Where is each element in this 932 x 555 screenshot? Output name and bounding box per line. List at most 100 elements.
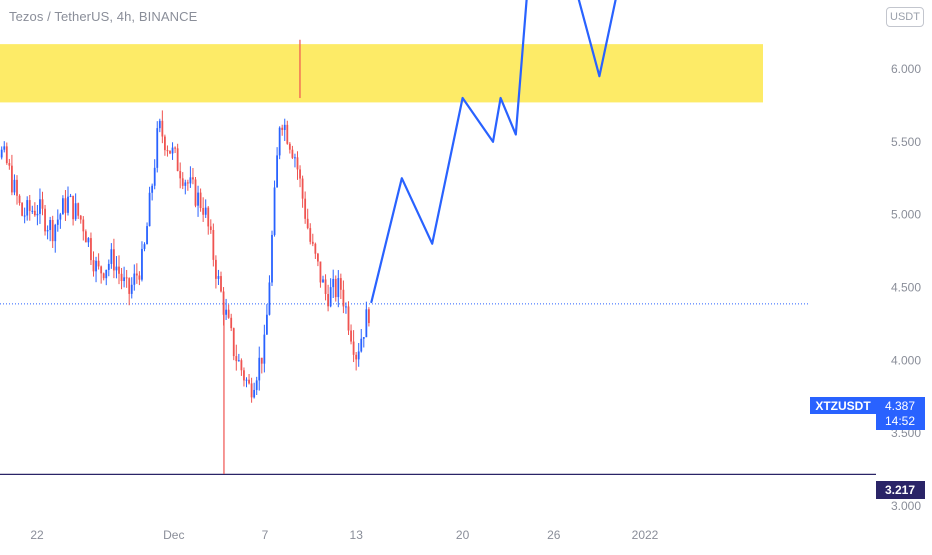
candle-body — [215, 260, 217, 279]
candle-body — [258, 358, 260, 381]
candle-body — [353, 342, 355, 355]
candle-body — [98, 261, 100, 267]
candle-body — [67, 197, 69, 213]
candle-body — [302, 179, 304, 199]
candle-body — [161, 121, 163, 137]
candle-body — [54, 225, 56, 241]
candle-body — [159, 121, 161, 128]
candle-body — [52, 220, 54, 241]
candle-body — [327, 294, 329, 306]
candle-body — [65, 198, 67, 213]
candle-body — [276, 155, 278, 187]
candle-body — [233, 328, 235, 356]
candle-body — [192, 177, 194, 179]
candle-body — [169, 151, 171, 154]
candle-body — [294, 157, 296, 158]
candle-body — [256, 380, 258, 390]
candle-body — [325, 279, 327, 294]
candle-body — [144, 244, 146, 249]
candle-body — [207, 208, 209, 227]
candle-body — [261, 358, 263, 364]
candle-body — [212, 230, 214, 260]
candle-body — [348, 306, 350, 330]
candle-body — [187, 182, 189, 183]
candle-body — [80, 216, 82, 220]
candle-body — [118, 267, 120, 274]
candle-body — [26, 200, 28, 215]
candle-body — [182, 178, 184, 185]
currency-badge[interactable]: USDT — [886, 7, 924, 27]
candle-body — [47, 230, 49, 231]
candle-body — [139, 275, 141, 279]
candle-body — [304, 199, 306, 219]
candle-body — [197, 193, 199, 206]
candle-body — [110, 249, 112, 264]
candle-body — [266, 315, 268, 335]
candle-body — [312, 242, 314, 244]
candle-body — [136, 274, 138, 276]
candle-body — [90, 238, 92, 260]
x-tick-label: 20 — [456, 528, 470, 542]
candle-body — [82, 220, 84, 232]
candle-body — [141, 249, 143, 280]
candle-body — [11, 166, 13, 193]
candle-body — [131, 285, 133, 294]
candle-body — [205, 208, 207, 215]
candle-body — [172, 148, 174, 154]
candle-body — [164, 137, 166, 151]
candle-body — [85, 231, 87, 242]
candle-body — [14, 180, 16, 193]
candle-body — [177, 148, 179, 171]
candle-body — [269, 282, 271, 314]
candle-body — [195, 179, 197, 205]
candle-body — [93, 260, 95, 271]
candle-body — [289, 144, 291, 150]
candle-body — [37, 214, 39, 215]
candle-body — [246, 380, 248, 381]
candle-body — [314, 244, 316, 254]
candle-body — [126, 277, 128, 278]
candle-body — [31, 211, 33, 212]
candle-body — [34, 211, 36, 215]
candle-body — [128, 278, 130, 294]
candle-body — [154, 168, 156, 186]
candle-body — [253, 390, 255, 397]
candle-body — [309, 228, 311, 242]
candle-body — [317, 254, 319, 262]
candle-body — [149, 193, 151, 226]
candle-body — [279, 128, 281, 156]
candle-body — [355, 355, 357, 360]
candle-body — [330, 287, 332, 306]
candle-body — [230, 318, 232, 328]
candle-body — [133, 274, 135, 285]
candle-body — [202, 208, 204, 215]
candle-body — [292, 150, 294, 158]
y-tick-label: 3.000 — [891, 499, 921, 513]
candle-body — [116, 267, 118, 271]
candle-body — [57, 220, 59, 225]
candle-body — [200, 193, 202, 208]
candle-body — [286, 125, 288, 144]
candle-body — [220, 276, 222, 291]
candle-body — [340, 278, 342, 290]
candle-body — [88, 238, 90, 242]
symbol-title: Tezos / TetherUS, 4h, BINANCE — [9, 9, 197, 24]
candle-body — [284, 125, 286, 130]
candle-body — [332, 279, 334, 287]
candle-body — [307, 219, 309, 228]
candle-body — [21, 203, 23, 216]
candle-body — [190, 177, 192, 183]
candle-body — [75, 203, 77, 219]
candle-body — [16, 180, 18, 196]
candle-body — [42, 199, 44, 208]
candle-body — [320, 261, 322, 282]
candle-body — [174, 148, 176, 149]
candle-body — [263, 335, 265, 364]
candle-body — [156, 128, 158, 168]
x-tick-label: 26 — [547, 528, 561, 542]
candle-body — [70, 196, 72, 197]
candle-body — [179, 171, 181, 178]
candle-body — [345, 306, 347, 307]
